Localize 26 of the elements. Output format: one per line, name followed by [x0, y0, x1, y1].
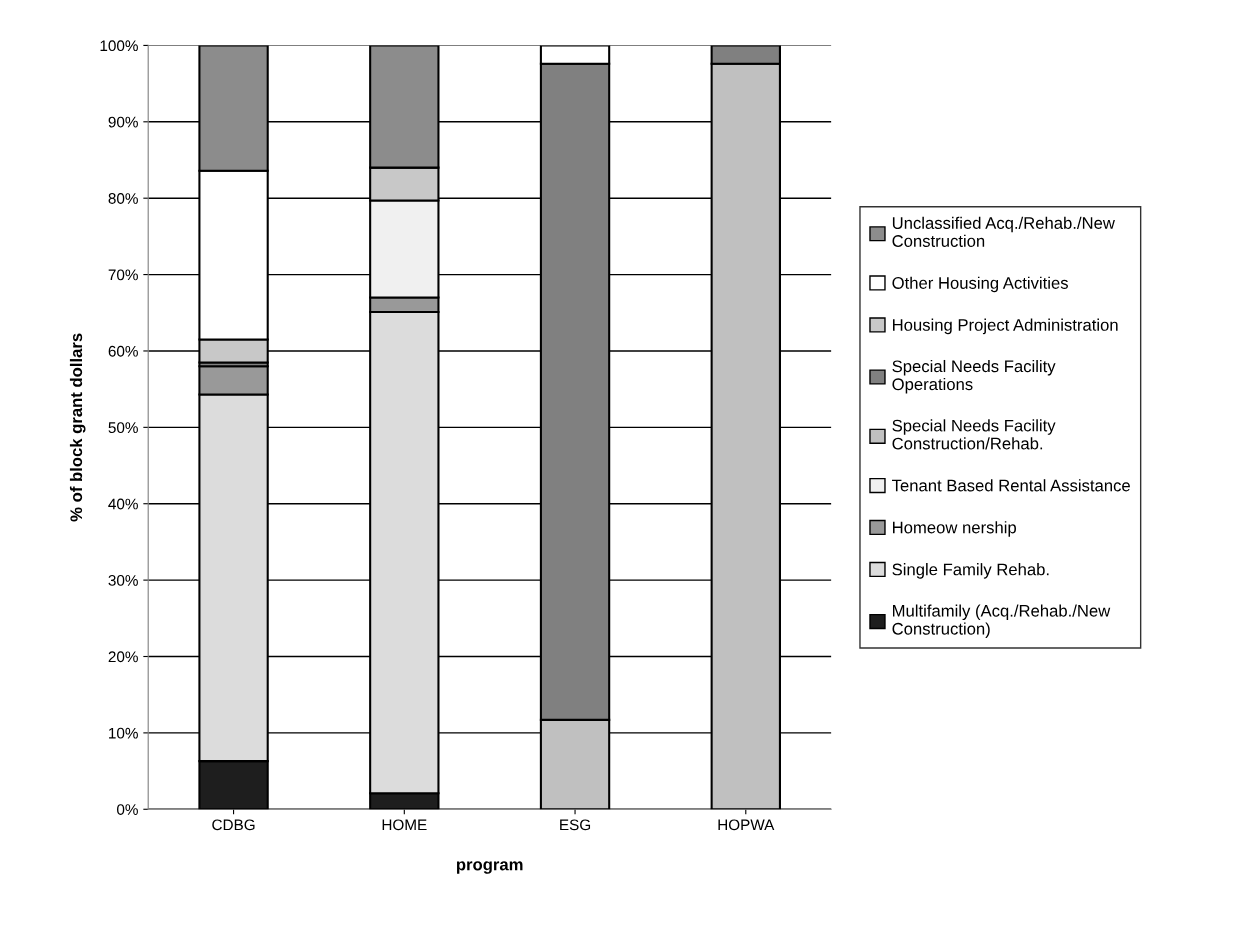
x-tick-label: ESG [560, 819, 591, 831]
y-tick-label: 30% [108, 574, 138, 586]
y-tick-label: 40% [108, 498, 138, 510]
legend-label: Special Needs Facility Operations [892, 359, 1056, 394]
y-tick-label: 100% [100, 40, 138, 52]
y-tick-label: 0% [116, 804, 138, 815]
y-tick-label: 20% [108, 651, 138, 663]
legend-label: Single Family Rehab. [892, 563, 1049, 579]
y-tick-label: 80% [108, 193, 138, 204]
legend-label: Multifamily (Acq./Rehab./New Construction) [892, 604, 1111, 638]
x-tick-label: HOME [382, 819, 427, 831]
legend-label: Homeow nership [893, 521, 1016, 537]
y-tick-label: 60% [108, 345, 138, 357]
y-tick-label: 90% [108, 116, 138, 128]
x-tick-label: CDBG [212, 819, 255, 831]
y-tick-label: 70% [108, 269, 138, 281]
x-tick-label: HOPWA [718, 819, 775, 831]
y-tick-label: 50% [108, 422, 138, 434]
y-axis-title: % of block grant dollars [69, 333, 86, 522]
legend-label: Unclassified Acq./Rehab./New Construction [892, 216, 1115, 247]
x-axis-title: program [456, 861, 523, 874]
legend-label: Other Housing Activities [892, 276, 1068, 293]
legend-label: Housing Project Administration [893, 318, 1118, 335]
legend-label: Special Needs Facility Construction/Rehab. [892, 419, 1056, 450]
legend-label: Tenant Based Rental Assistance [892, 479, 1130, 492]
y-tick-label: 10% [109, 727, 138, 739]
